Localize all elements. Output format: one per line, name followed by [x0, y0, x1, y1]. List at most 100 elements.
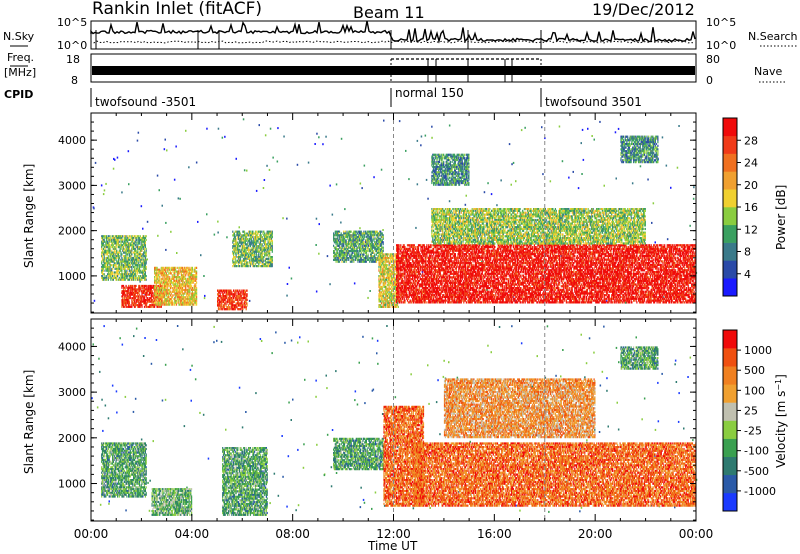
- range-gate-cell: [156, 266, 158, 269]
- range-gate-cell: [110, 258, 112, 261]
- range-gate-cell: [246, 304, 248, 307]
- range-gate-cell: [137, 246, 139, 249]
- range-gate-cell: [118, 265, 120, 269]
- range-gate-cell: [101, 267, 104, 270]
- speckle-mark: [510, 183, 512, 186]
- range-gate-cell: [169, 288, 171, 291]
- speckle-mark: [549, 180, 552, 183]
- range-gate-cell: [131, 269, 133, 272]
- range-gate-cell: [128, 286, 130, 289]
- range-gate-cell: [108, 251, 110, 254]
- speckle-mark: [242, 118, 245, 121]
- range-gate-cell: [165, 290, 167, 293]
- range-gate-cell: [131, 305, 133, 308]
- range-gate-cell: [117, 235, 120, 238]
- range-gate-cell: [138, 300, 140, 303]
- range-gate-cell: [143, 276, 146, 279]
- range-gate-cell: [139, 305, 141, 308]
- speckle-mark: [415, 226, 417, 229]
- range-gate-cell: [166, 270, 168, 273]
- range-gate-cell: [138, 242, 140, 245]
- range-gate-cell: [194, 303, 196, 306]
- range-gate-cell: [163, 294, 165, 297]
- range-gate-cell: [154, 272, 156, 275]
- range-gate-cell: [169, 303, 171, 306]
- range-gate-cell: [175, 283, 177, 286]
- range-gate-cell: [162, 301, 164, 304]
- range-gate-cell: [133, 247, 136, 250]
- range-gate-cell: [109, 262, 111, 265]
- range-gate-cell: [158, 287, 160, 290]
- range-gate-cell: [108, 269, 110, 272]
- range-gate-cell: [131, 253, 133, 256]
- range-gate-cell: [133, 302, 136, 305]
- range-gate-cell: [104, 249, 106, 252]
- range-gate-cell: [353, 260, 355, 263]
- range-gate-cell: [125, 265, 127, 269]
- range-gate-cell: [139, 297, 141, 300]
- range-gate-cell: [143, 269, 146, 272]
- range-gate-cell: [255, 230, 257, 233]
- speckle-mark: [136, 139, 139, 142]
- range-gate-cell: [196, 266, 198, 269]
- range-gate-cell: [126, 265, 128, 269]
- range-gate-cell: [137, 293, 139, 296]
- range-gate-cell: [153, 284, 155, 287]
- range-gate-cell: [143, 251, 146, 254]
- range-gate-cell: [166, 274, 168, 277]
- range-gate-cell: [131, 284, 133, 287]
- range-gate-cell: [133, 271, 135, 274]
- range-gate-cell: [108, 262, 110, 265]
- range-gate-cell: [123, 286, 125, 289]
- range-gate-cell: [107, 258, 109, 261]
- range-gate-cell: [117, 235, 119, 238]
- range-gate-cell: [108, 275, 110, 278]
- range-gate-cell: [138, 288, 141, 291]
- range-gate-cell: [164, 268, 167, 271]
- range-gate-cell: [138, 238, 140, 241]
- range-gate-cell: [107, 246, 109, 249]
- range-gate-cell: [167, 296, 169, 299]
- range-gate-cell: [167, 283, 169, 286]
- range-gate-cell: [170, 279, 172, 282]
- range-gate-cell: [117, 267, 120, 270]
- range-gate-cell: [142, 253, 144, 256]
- range-gate-cell: [157, 303, 159, 306]
- range-gate-cell: [137, 253, 139, 256]
- range-gate-cell: [145, 253, 147, 256]
- range-gate-cell: [128, 237, 130, 240]
- range-gate-cell: [133, 258, 135, 261]
- range-gate-cell: [140, 264, 142, 267]
- speckle-mark: [157, 234, 159, 237]
- speckle-mark: [639, 165, 642, 168]
- range-gate-cell: [169, 281, 171, 284]
- range-gate-cell: [115, 235, 117, 238]
- range-gate-cell: [139, 302, 141, 305]
- range-gate-cell: [163, 288, 165, 291]
- range-gate-cell: [109, 271, 111, 274]
- range-gate-cell: [111, 249, 113, 252]
- range-gate-cell: [122, 293, 125, 296]
- range-gate-cell: [109, 256, 111, 260]
- range-gate-cell: [127, 305, 129, 308]
- range-gate-cell: [104, 260, 106, 263]
- range-gate-cell: [123, 291, 125, 294]
- range-gate-cell: [150, 286, 152, 289]
- range-gate-cell: [136, 278, 138, 281]
- range-gate-cell: [140, 238, 142, 241]
- range-gate-cell: [101, 240, 104, 243]
- range-gate-cell: [136, 251, 138, 254]
- range-gate-cell: [148, 286, 150, 289]
- range-gate-cell: [116, 271, 118, 274]
- range-gate-cell: [120, 255, 122, 258]
- range-gate-cell: [125, 246, 127, 249]
- range-gate-cell: [397, 305, 399, 308]
- range-gate-cell: [165, 298, 167, 301]
- range-gate-cell: [143, 246, 145, 249]
- speckle-mark: [195, 161, 198, 164]
- range-gate-cell: [141, 237, 143, 240]
- range-gate-cell: [167, 285, 169, 288]
- range-gate-cell: [103, 238, 105, 241]
- nsky-label: N.Sky: [3, 30, 35, 43]
- range-gate-cell: [101, 251, 104, 254]
